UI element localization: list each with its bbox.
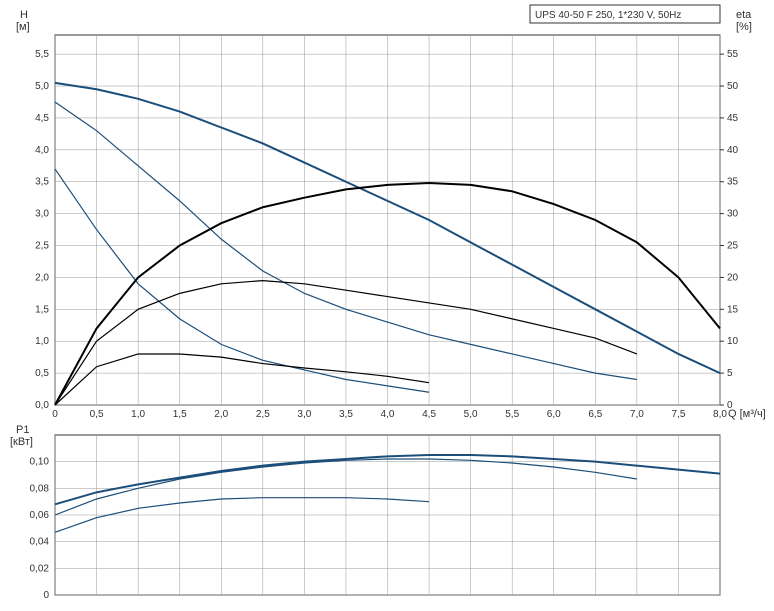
y-tick-label-b: 0	[43, 590, 49, 601]
y-tick-label: 4,0	[35, 145, 49, 156]
x-tick-label: 5,5	[505, 409, 519, 420]
x-tick-label: 4,5	[422, 409, 436, 420]
x-tick-label: 1,5	[173, 409, 187, 420]
y2-tick-label: 30	[727, 209, 739, 220]
y2-tick-label: 5	[727, 368, 733, 379]
y-tick-label: 0,5	[35, 368, 49, 379]
y2-tick-label: 40	[727, 145, 739, 156]
y-right-label: eta	[736, 9, 752, 21]
y-tick-label-b: 0,04	[30, 537, 50, 548]
y2-tick-label: 15	[727, 304, 739, 315]
x-tick-label: 1,0	[131, 409, 145, 420]
pump-curve-chart: 0 0,5 1,0 1,5 2,0 2,5 3,0 3,5 4,0 4,5 5,0 5,5 6,0 6,5…	[0, 0, 774, 611]
x-tick-label: 5,0	[464, 409, 478, 420]
y-tick-label: 3,5	[35, 177, 49, 188]
y-tick-label: 1,5	[35, 304, 49, 315]
p1-unit: [кВт]	[10, 436, 33, 448]
y-left-label: H	[20, 9, 28, 21]
x-tick-label: 7,0	[630, 409, 644, 420]
y-tick-label-b: 0,08	[30, 483, 50, 494]
y-tick-label: 1,0	[35, 336, 49, 347]
y-tick-label-b: 0,02	[30, 563, 50, 574]
y2-tick-label: 45	[727, 113, 739, 124]
x-tick-label: 6,0	[547, 409, 561, 420]
y-tick-label: 5,0	[35, 81, 49, 92]
x-tick-label: 4,0	[381, 409, 395, 420]
y2-tick-label: 50	[727, 81, 739, 92]
y-tick-label: 3,0	[35, 209, 49, 220]
y2-tick-label: 10	[727, 336, 739, 347]
x-tick-label: 2,0	[214, 409, 228, 420]
eta-curve-1	[55, 354, 429, 405]
x-tick-label: 0,5	[90, 409, 104, 420]
p1-label: P1	[16, 424, 29, 436]
y-tick-label-b: 0,10	[30, 457, 50, 468]
y-tick-label-b: 0,06	[30, 510, 50, 521]
y-right-unit: [%]	[736, 21, 752, 33]
x-tick-label: 0	[52, 409, 58, 420]
chart-title: UPS 40-50 F 250, 1*230 V, 50Hz	[535, 10, 681, 21]
y2-tick-label: 55	[727, 49, 739, 60]
y-left-unit: [м]	[16, 21, 30, 33]
y-tick-label: 2,0	[35, 272, 49, 283]
x-tick-label: 8,0	[713, 409, 727, 420]
head-curve-1	[55, 169, 429, 392]
y2-tick-label: 35	[727, 177, 739, 188]
x-tick-label: 7,5	[671, 409, 685, 420]
y-tick-label: 4,5	[35, 113, 49, 124]
y-tick-label: 5,5	[35, 49, 49, 60]
y-tick-label: 0,0	[35, 400, 49, 411]
y2-tick-label: 25	[727, 241, 739, 252]
x-axis-label: Q [м³/ч]	[728, 408, 766, 420]
x-tick-label: 6,5	[588, 409, 602, 420]
x-tick-label: 3,0	[297, 409, 311, 420]
x-tick-label: 3,5	[339, 409, 353, 420]
y-tick-label: 2,5	[35, 241, 49, 252]
y2-tick-label: 20	[727, 272, 739, 283]
x-tick-label: 2,5	[256, 409, 270, 420]
